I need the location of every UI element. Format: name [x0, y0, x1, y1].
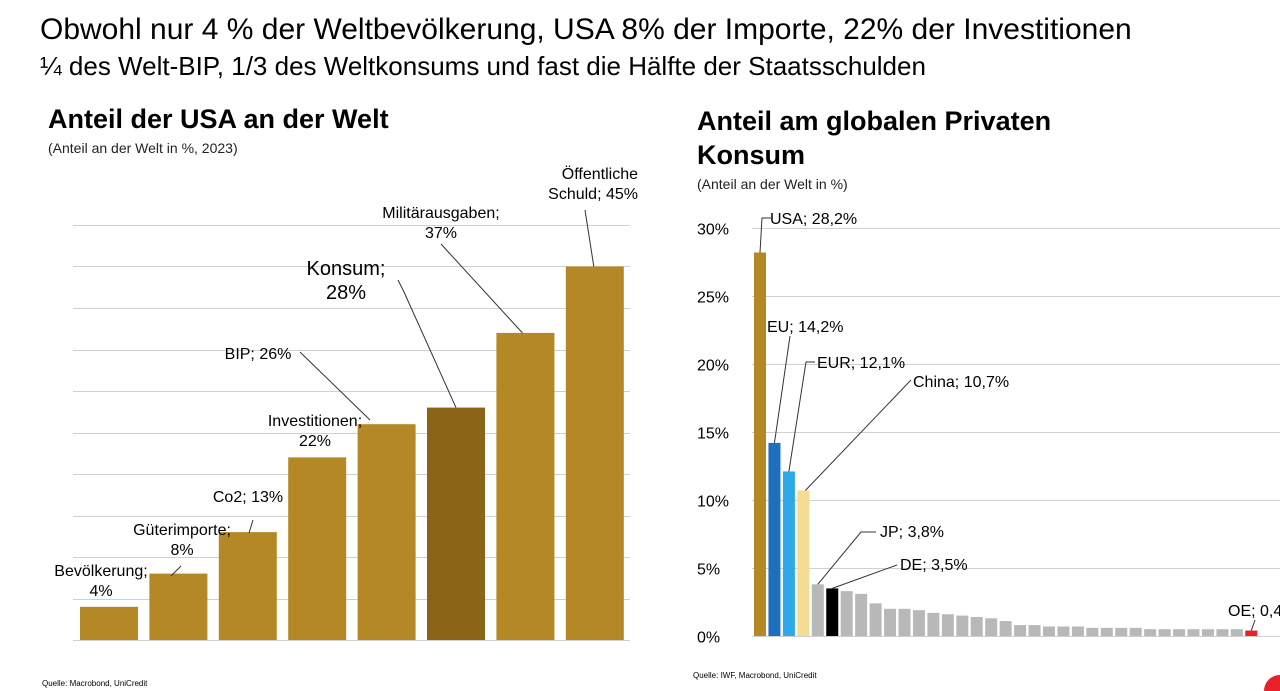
y-tick-label: 20%	[697, 358, 729, 375]
y-tick-label: 0%	[697, 630, 720, 647]
leader-line	[170, 565, 182, 577]
right-chart-title-line1: Anteil am globalen Privaten	[697, 106, 1052, 136]
y-tick-label: 10%	[697, 494, 729, 511]
data-label: 22%	[299, 433, 331, 450]
data-label: 28%	[326, 282, 366, 304]
bar-g-terimporte	[149, 573, 208, 640]
bar	[956, 615, 969, 636]
right-chart-subtitle: (Anteil an der Welt in %)	[697, 176, 848, 192]
right-chart-title-line2: Konsum	[697, 140, 805, 170]
bar-investitionen	[288, 457, 347, 640]
data-label: Güterimporte;	[133, 522, 231, 539]
annotation-label: China; 10,7%	[913, 374, 1009, 391]
bar	[970, 616, 983, 636]
bar	[1158, 629, 1171, 636]
bar	[1173, 629, 1186, 636]
data-label: 4%	[89, 583, 112, 600]
bar	[1129, 627, 1142, 636]
annotation-label: EU; 14,2%	[767, 319, 843, 336]
bar	[1014, 625, 1027, 636]
leader-line	[817, 531, 876, 585]
data-label: Bevölkerung;	[54, 563, 147, 580]
bar	[1144, 629, 1157, 636]
leader-line	[299, 351, 371, 421]
bar-bip	[357, 424, 416, 640]
bar	[912, 610, 925, 636]
leader-line	[248, 519, 254, 534]
bar	[768, 442, 781, 636]
bar	[797, 490, 810, 636]
y-tick-label: 5%	[697, 562, 720, 579]
bar	[754, 252, 766, 637]
data-label: BIP; 26%	[225, 346, 292, 363]
leader-line	[397, 279, 457, 408]
bar	[811, 584, 824, 636]
bar	[826, 588, 839, 636]
leader-line	[773, 335, 791, 443]
data-label: Schuld; 45%	[548, 186, 638, 203]
bar-co2	[218, 532, 277, 640]
bar	[855, 593, 868, 636]
leader-line	[832, 564, 898, 589]
bar--ffentliche-schuld	[565, 266, 624, 640]
annotation-label: EUR; 12,1%	[817, 355, 905, 372]
bar	[1028, 625, 1041, 636]
bar	[941, 614, 954, 636]
bar	[927, 612, 940, 636]
leader-line	[804, 379, 912, 491]
annotation-label: JP; 3,8%	[880, 524, 944, 541]
leader-line	[440, 243, 523, 334]
y-tick-label: 25%	[697, 290, 729, 307]
bar	[782, 471, 795, 636]
bar	[1043, 626, 1055, 636]
subheadline: ¼ des Welt-BIP, 1/3 des Weltkonsums und …	[40, 51, 926, 81]
bar	[898, 608, 911, 636]
bar	[1086, 627, 1099, 636]
bar-milit-rausgaben	[496, 332, 555, 640]
bar	[1115, 627, 1128, 636]
data-label: 37%	[425, 225, 457, 242]
leader-line	[1250, 619, 1256, 631]
bar	[1201, 629, 1214, 636]
leader-line	[759, 217, 772, 253]
bar	[1057, 626, 1070, 636]
bar	[884, 608, 897, 636]
bar	[1071, 626, 1084, 636]
bar	[1100, 627, 1113, 636]
bar-bev-lkerung	[80, 606, 138, 640]
bar	[985, 618, 998, 636]
data-label: 8%	[170, 542, 193, 559]
annotation-label: DE; 3,5%	[900, 557, 968, 574]
data-label: Öffentliche	[562, 165, 638, 183]
bar	[999, 621, 1012, 636]
annotation-label: OE; 0,4%	[1228, 603, 1280, 620]
leader-line	[788, 361, 815, 472]
leader-line	[584, 209, 595, 267]
left-chart-source: Quelle: Macrobond, UniCredit	[42, 679, 148, 688]
right-chart-source: Quelle: IWF, Macrobond, UniCredit	[693, 671, 817, 680]
data-label: Investitionen;	[268, 413, 362, 430]
left-chart-title: Anteil der USA an der Welt	[48, 104, 389, 134]
bar	[869, 603, 882, 636]
data-label: Co2; 13%	[213, 489, 283, 506]
left-chart: Bevölkerung; 4% Güterimporte; 8% Co2; 13% Inv…	[54, 165, 638, 641]
bar-konsum	[427, 407, 485, 640]
y-tick-label: 15%	[697, 426, 729, 443]
data-label: Militärausgaben;	[382, 205, 499, 222]
unicredit-logo-icon	[1264, 675, 1280, 691]
annotation-label: USA; 28,2%	[770, 211, 857, 228]
headline: Obwohl nur 4 % der Weltbevölkerung, USA …	[40, 13, 1132, 46]
bar	[1187, 629, 1200, 636]
bar	[840, 591, 853, 636]
bar	[1245, 630, 1258, 636]
y-tick-label: 30%	[697, 222, 729, 239]
left-chart-subtitle: (Anteil an der Welt in %, 2023)	[48, 140, 238, 156]
data-label: Konsum;	[307, 258, 386, 280]
bar	[1216, 629, 1229, 636]
bar	[1230, 629, 1243, 636]
